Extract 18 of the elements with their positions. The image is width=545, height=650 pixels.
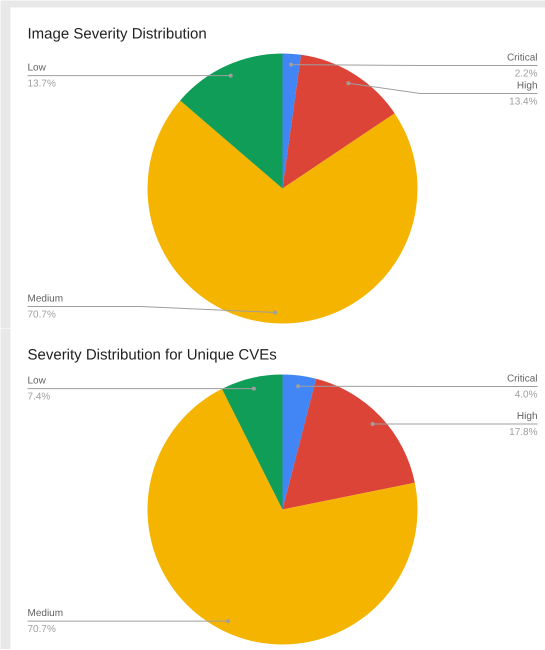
chart-title: Image Severity Distribution <box>28 26 207 42</box>
slice-label: Critical <box>506 374 538 384</box>
slice-label: Critical <box>506 52 538 64</box>
chart-title: Severity Distribution for Unique CVEs <box>28 346 277 364</box>
slice-label: Medium <box>28 608 64 620</box>
data-label: 17.8% <box>509 426 538 438</box>
data-label: 2.2% <box>514 68 538 80</box>
data-label: 7.4% <box>28 392 50 403</box>
slice-label: Medium <box>28 294 64 304</box>
data-label: 13.7% <box>28 78 56 90</box>
data-label: 4.0% <box>514 390 538 400</box>
slice-label: High <box>516 80 538 92</box>
slice-label: Low <box>28 62 47 74</box>
slice-label: Low <box>28 376 47 387</box>
slice-label: High <box>516 410 538 422</box>
data-label: 70.7% <box>28 624 56 636</box>
data-label: 70.7% <box>28 310 56 320</box>
data-label: 13.4% <box>509 96 538 108</box>
